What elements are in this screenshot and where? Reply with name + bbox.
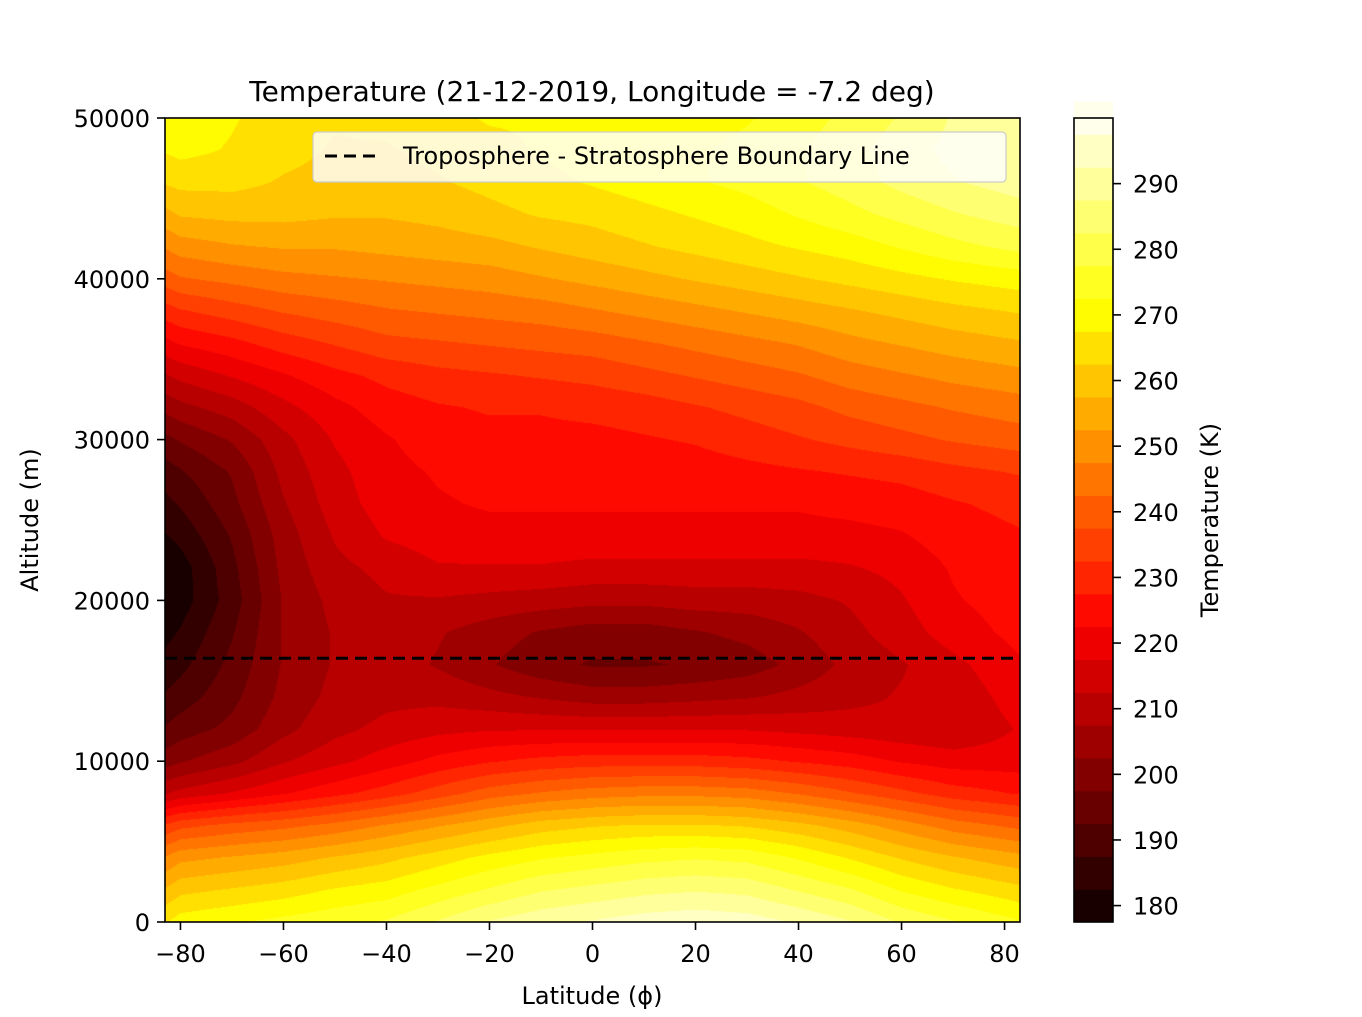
- colorbar-tick-label: 210: [1133, 696, 1179, 724]
- colorbar-band: [1074, 167, 1113, 201]
- colorbar-band: [1074, 593, 1113, 628]
- y-axis-label: Altitude (m): [16, 448, 44, 592]
- colorbar-band: [1074, 200, 1113, 234]
- x-tick-label: −40: [361, 940, 412, 968]
- x-tick-label: −60: [258, 940, 309, 968]
- colorbar-band: [1074, 232, 1113, 267]
- y-tick-label: 50000: [74, 105, 150, 133]
- colorbar-bands: [1074, 101, 1113, 923]
- colorbar-band: [1074, 298, 1113, 332]
- colorbar-band: [1074, 790, 1113, 825]
- colorbar-band: [1074, 725, 1113, 759]
- colorbar-tick-label: 230: [1133, 564, 1179, 592]
- colorbar-band: [1074, 626, 1113, 660]
- x-tick-label: −20: [464, 940, 515, 968]
- x-tick-label: 40: [783, 940, 814, 968]
- legend: Troposphere - Stratosphere Boundary Line: [312, 131, 1007, 183]
- colorbar-band: [1074, 134, 1113, 168]
- colorbar-band: [1074, 561, 1113, 595]
- y-tick-label: 30000: [74, 427, 150, 455]
- colorbar-ticks: 180 190 200 210 220 230 240 250 260 270 280 290: [1113, 171, 1179, 921]
- y-tick-label: 10000: [74, 748, 150, 776]
- colorbar-band: [1074, 659, 1113, 693]
- colorbar-frame: [1073, 117, 1114, 923]
- colorbar-tick-label: 220: [1133, 630, 1179, 658]
- colorbar-tick-label: 290: [1133, 171, 1179, 199]
- y-axis-ticks: 0 10000 20000 30000 40000 50000: [74, 105, 165, 937]
- colorbar-band: [1074, 462, 1113, 496]
- x-tick-label: 20: [680, 940, 711, 968]
- colorbar-band: [1074, 823, 1113, 857]
- x-tick-label: −80: [155, 940, 206, 968]
- temperature-contour-fill: [165, 118, 1020, 922]
- x-tick-label: 60: [886, 940, 917, 968]
- colorbar-band: [1074, 265, 1113, 299]
- colorbar-tick-label: 200: [1133, 761, 1179, 789]
- colorbar-band: [1074, 856, 1113, 890]
- colorbar-band: [1074, 429, 1113, 464]
- colorbar-tick-label: 250: [1133, 433, 1179, 461]
- colorbar-tick-label: 190: [1133, 827, 1179, 855]
- colorbar-band: [1074, 396, 1113, 431]
- colorbar-band: [1074, 331, 1113, 365]
- chart-title: Temperature (21-12-2019, Longitude = -7.…: [248, 75, 934, 108]
- colorbar-band: [1074, 495, 1113, 529]
- x-axis-label: Latitude (ϕ): [522, 982, 663, 1010]
- x-axis-ticks: −80 −60 −40 −20 0 20 40 60 80: [155, 922, 1020, 968]
- colorbar-tick-label: 270: [1133, 302, 1179, 330]
- colorbar-tick-label: 240: [1133, 499, 1179, 527]
- y-tick-label: 0: [135, 909, 150, 937]
- colorbar-band: [1074, 364, 1113, 398]
- legend-label: Troposphere - Stratosphere Boundary Line: [402, 142, 910, 170]
- colorbar-label: Temperature (K): [1196, 423, 1224, 618]
- colorbar-band: [1074, 889, 1113, 923]
- y-tick-label: 20000: [74, 587, 150, 615]
- colorbar-tick-label: 260: [1133, 368, 1179, 396]
- colorbar-tick-label: 280: [1133, 236, 1179, 264]
- x-tick-label: 0: [585, 940, 600, 968]
- legend-box: [312, 131, 1007, 183]
- colorbar-tick-label: 180: [1133, 893, 1179, 921]
- colorbar-band: [1074, 528, 1113, 562]
- colorbar: 180 190 200 210 220 230 240 250 260 270 280 290 Tem…: [1073, 101, 1224, 923]
- colorbar-band: [1074, 692, 1113, 726]
- contour-plot-area: [164, 117, 1021, 923]
- x-tick-label: 80: [989, 940, 1020, 968]
- y-tick-label: 40000: [74, 266, 150, 294]
- colorbar-band: [1074, 757, 1113, 792]
